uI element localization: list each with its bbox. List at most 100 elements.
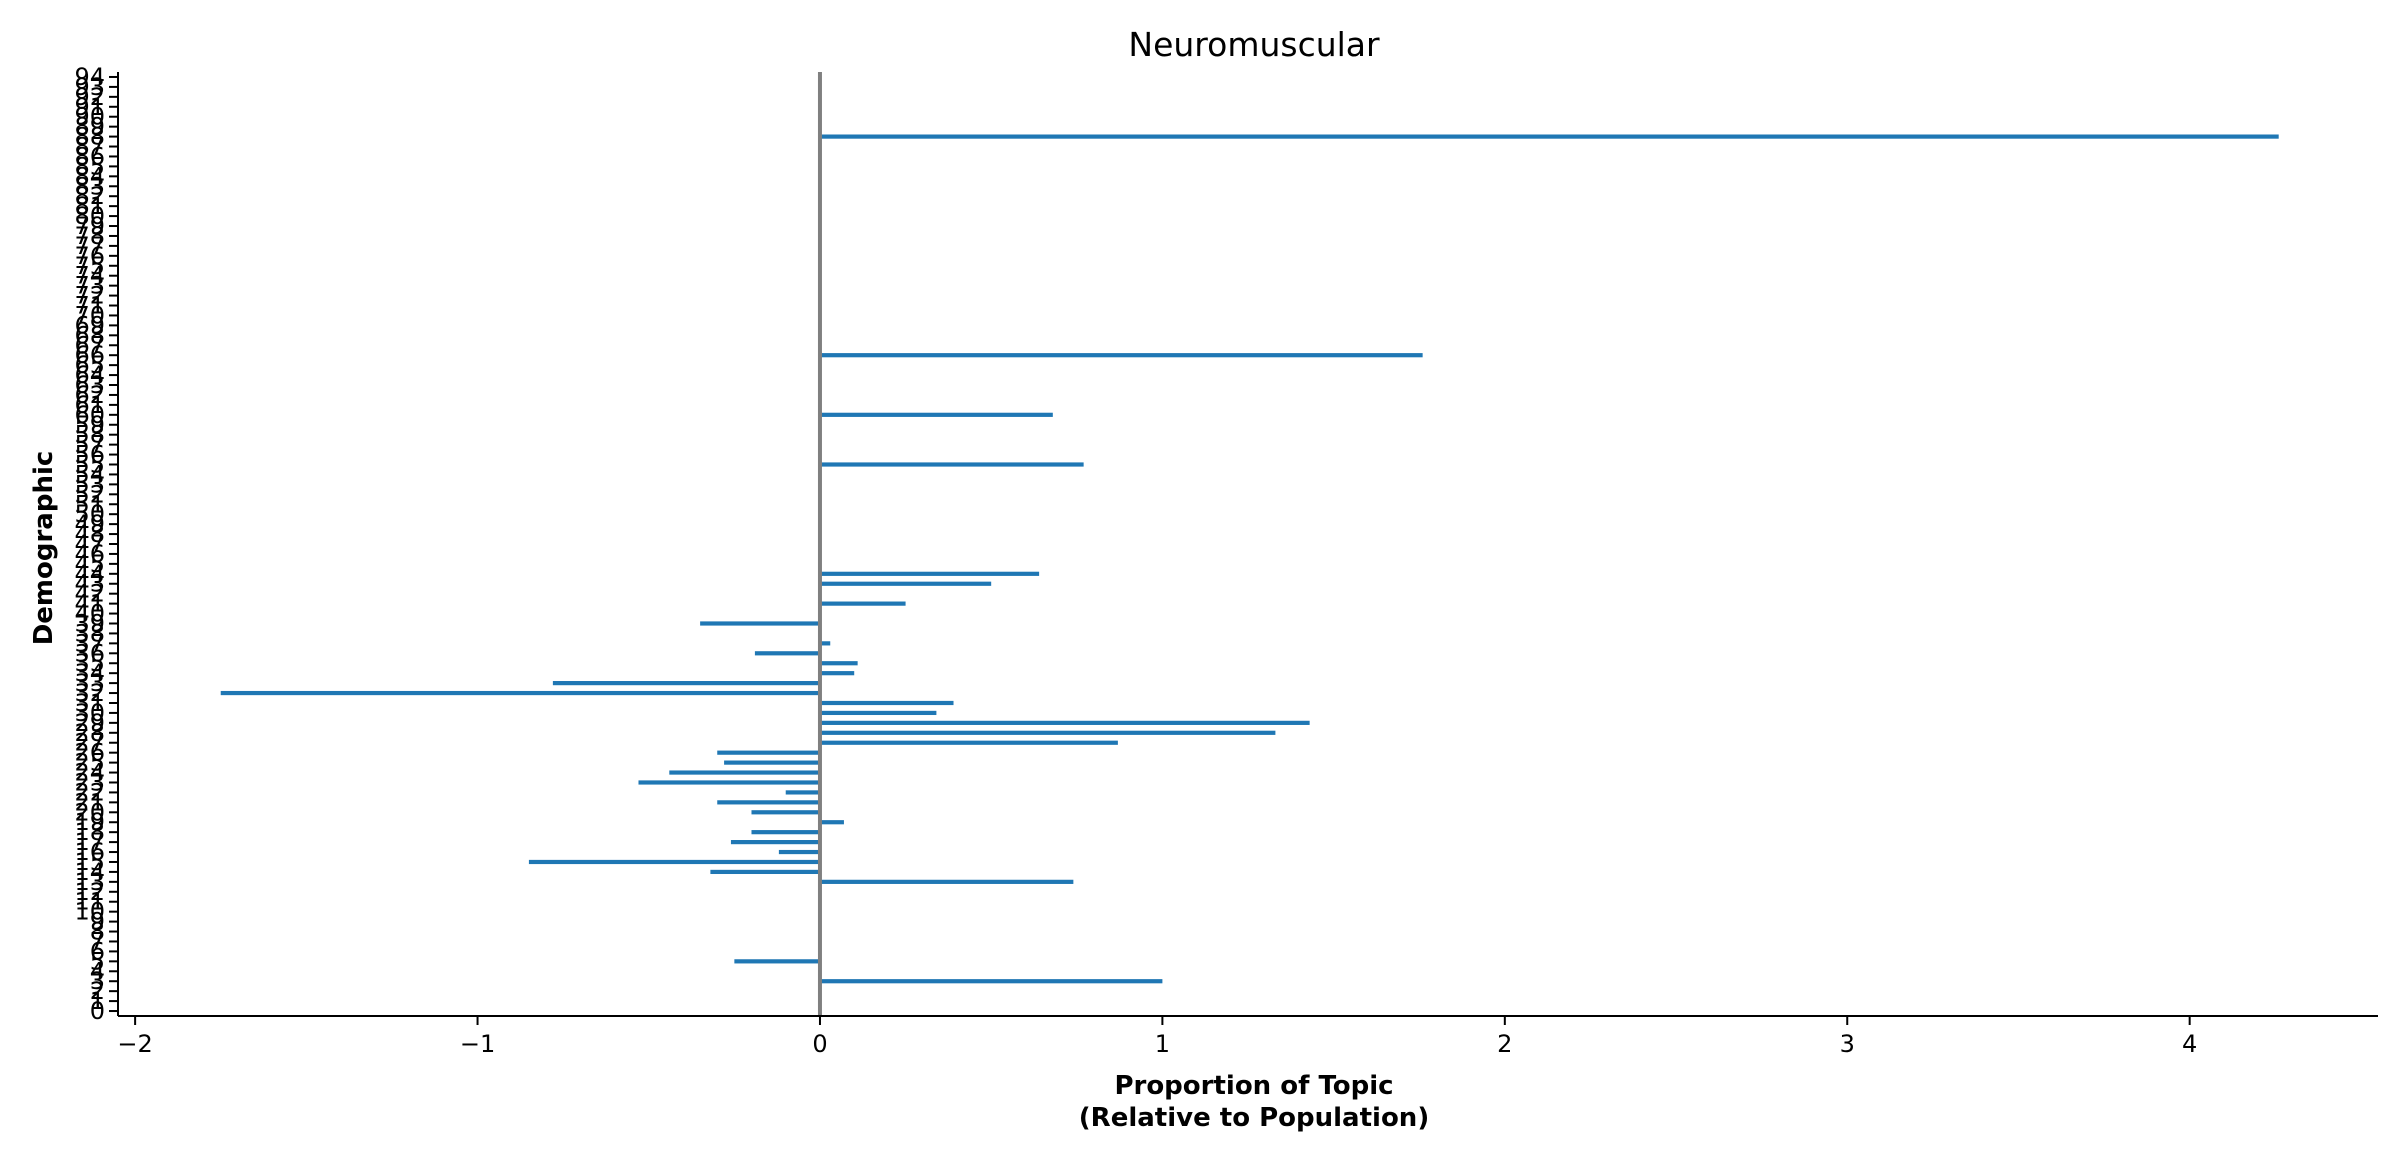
y-tick-label: 48 [74,520,105,548]
y-tick-label: 74 [74,262,105,290]
bar-60 [819,412,1053,417]
y-tick-label: 87 [74,133,105,161]
y-tick-label: 90 [74,103,105,131]
y-tick-label: 56 [74,441,105,469]
y-tick-label: 18 [74,818,105,846]
y-tick-label: 80 [74,202,105,230]
bar-32 [220,690,820,696]
y-tick-label: 94 [74,63,105,91]
y-tick-label: 71 [74,292,105,320]
bar-19 [819,820,844,825]
y-tick-label: 59 [74,411,105,439]
y-tick-label: 13 [74,868,105,896]
bar-66 [819,353,1423,358]
y-tick-label: 66 [74,341,105,369]
y-tick-label: 92 [74,83,105,111]
y-tick-label: 63 [74,371,105,399]
bar-44 [819,571,1040,576]
y-tick-label: 14 [74,858,105,886]
y-tick-label: 67 [74,331,105,359]
x-tick-label: 3 [1840,1030,1855,1058]
bar-25 [724,760,820,765]
y-tick-label: 3 [90,967,105,995]
y-axis-label: Demographic [29,451,59,646]
y-tick-label: 20 [74,798,105,826]
y-tick-label: 35 [74,649,105,677]
y-tick-label: 72 [74,282,105,310]
bar-34 [819,671,855,676]
x-tick-label: −1 [460,1030,495,1058]
x-tick-label: 4 [2182,1030,2197,1058]
y-tick-label: 84 [74,162,105,190]
y-tick-label: 85 [74,152,105,180]
bar-16 [778,849,820,855]
y-tick-label: 29 [74,709,105,737]
y-tick-label: 33 [74,669,105,697]
x-tick-label: −2 [117,1030,152,1058]
y-tick-label: 25 [74,749,105,777]
bar-13 [819,879,1074,884]
y-tick-label: 26 [74,739,105,767]
y-tick-label: 51 [74,490,105,518]
y-tick-label: 17 [74,828,105,856]
y-tick-label: 12 [74,878,105,906]
x-tick-label: 0 [812,1030,827,1058]
y-tick-label: 79 [74,212,105,240]
bar-31 [819,700,954,706]
y-tick-label: 24 [74,759,105,787]
y-tick-label: 32 [74,679,105,707]
bar-26 [717,750,820,755]
bar-17 [730,840,820,845]
y-tick-label: 10 [74,898,105,926]
y-tick-label: 88 [74,123,105,151]
y-tick-label: 34 [74,659,105,687]
y-tick-label: 0 [90,997,105,1025]
y-tick-label: 93 [74,73,105,101]
y-tick-label: 60 [74,401,105,429]
y-tick-label: 57 [74,431,105,459]
x-ticks: −2 −1 0 1 2 3 4 [117,1016,2197,1058]
y-tick-label: 62 [74,381,105,409]
y-tick-label: 86 [74,142,105,170]
y-tick-label: 41 [74,590,105,618]
y-tick-label: 91 [74,93,105,121]
y-tick-label: 55 [74,451,105,479]
bar-55 [819,462,1084,467]
bar-21 [717,800,820,805]
y-tick-label: 7 [90,927,105,955]
y-tick-label: 50 [74,500,105,528]
y-tick-label: 68 [74,321,105,349]
bar-18 [751,830,820,835]
y-tick-label: 6 [90,937,105,965]
y-tick-label: 53 [74,470,105,498]
x-axis-label-line1: Proportion of Topic [1114,1071,1393,1101]
y-tick-label: 47 [74,530,105,558]
y-tick-label: 19 [74,808,105,836]
y-tick-label: 61 [74,391,105,419]
bar-3 [819,979,1163,984]
y-tick-label: 28 [74,719,105,747]
y-tick-label: 69 [74,311,105,339]
y-tick-label: 64 [74,361,105,389]
y-tick-label: 58 [74,421,105,449]
y-tick-label: 82 [74,182,105,210]
y-tick-label: 4 [90,957,105,985]
y-tick-label: 43 [74,570,105,598]
y-tick-label: 27 [74,729,105,757]
x-tick-label: 2 [1497,1030,1512,1058]
bar-15 [528,859,820,865]
bar-43 [819,581,992,586]
bar-36 [754,651,820,656]
y-tick-label: 8 [90,918,105,946]
bar-20 [751,810,820,815]
y-tick-label: 15 [74,848,105,876]
y-tick-label: 78 [74,222,105,250]
bar-29 [819,720,1310,725]
y-tick-label: 31 [74,689,105,717]
bar-23 [638,780,820,785]
y-tick-label: 5 [90,947,105,975]
y-tick-label: 21 [74,788,105,816]
bar-88 [819,134,2279,139]
y-tick-label: 49 [74,510,105,538]
